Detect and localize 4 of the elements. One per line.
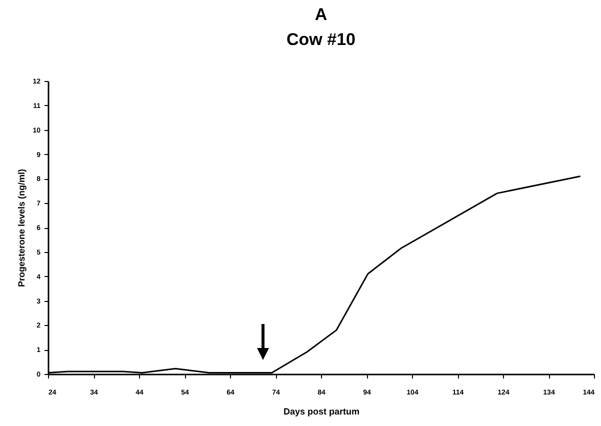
y-axis-title: Progesterone levels (ng/ml) [16, 168, 27, 288]
x-axis-title: Days post partum [283, 406, 360, 416]
chart-subtitle: Cow #10 [286, 30, 356, 49]
chart-title: A [314, 5, 328, 24]
